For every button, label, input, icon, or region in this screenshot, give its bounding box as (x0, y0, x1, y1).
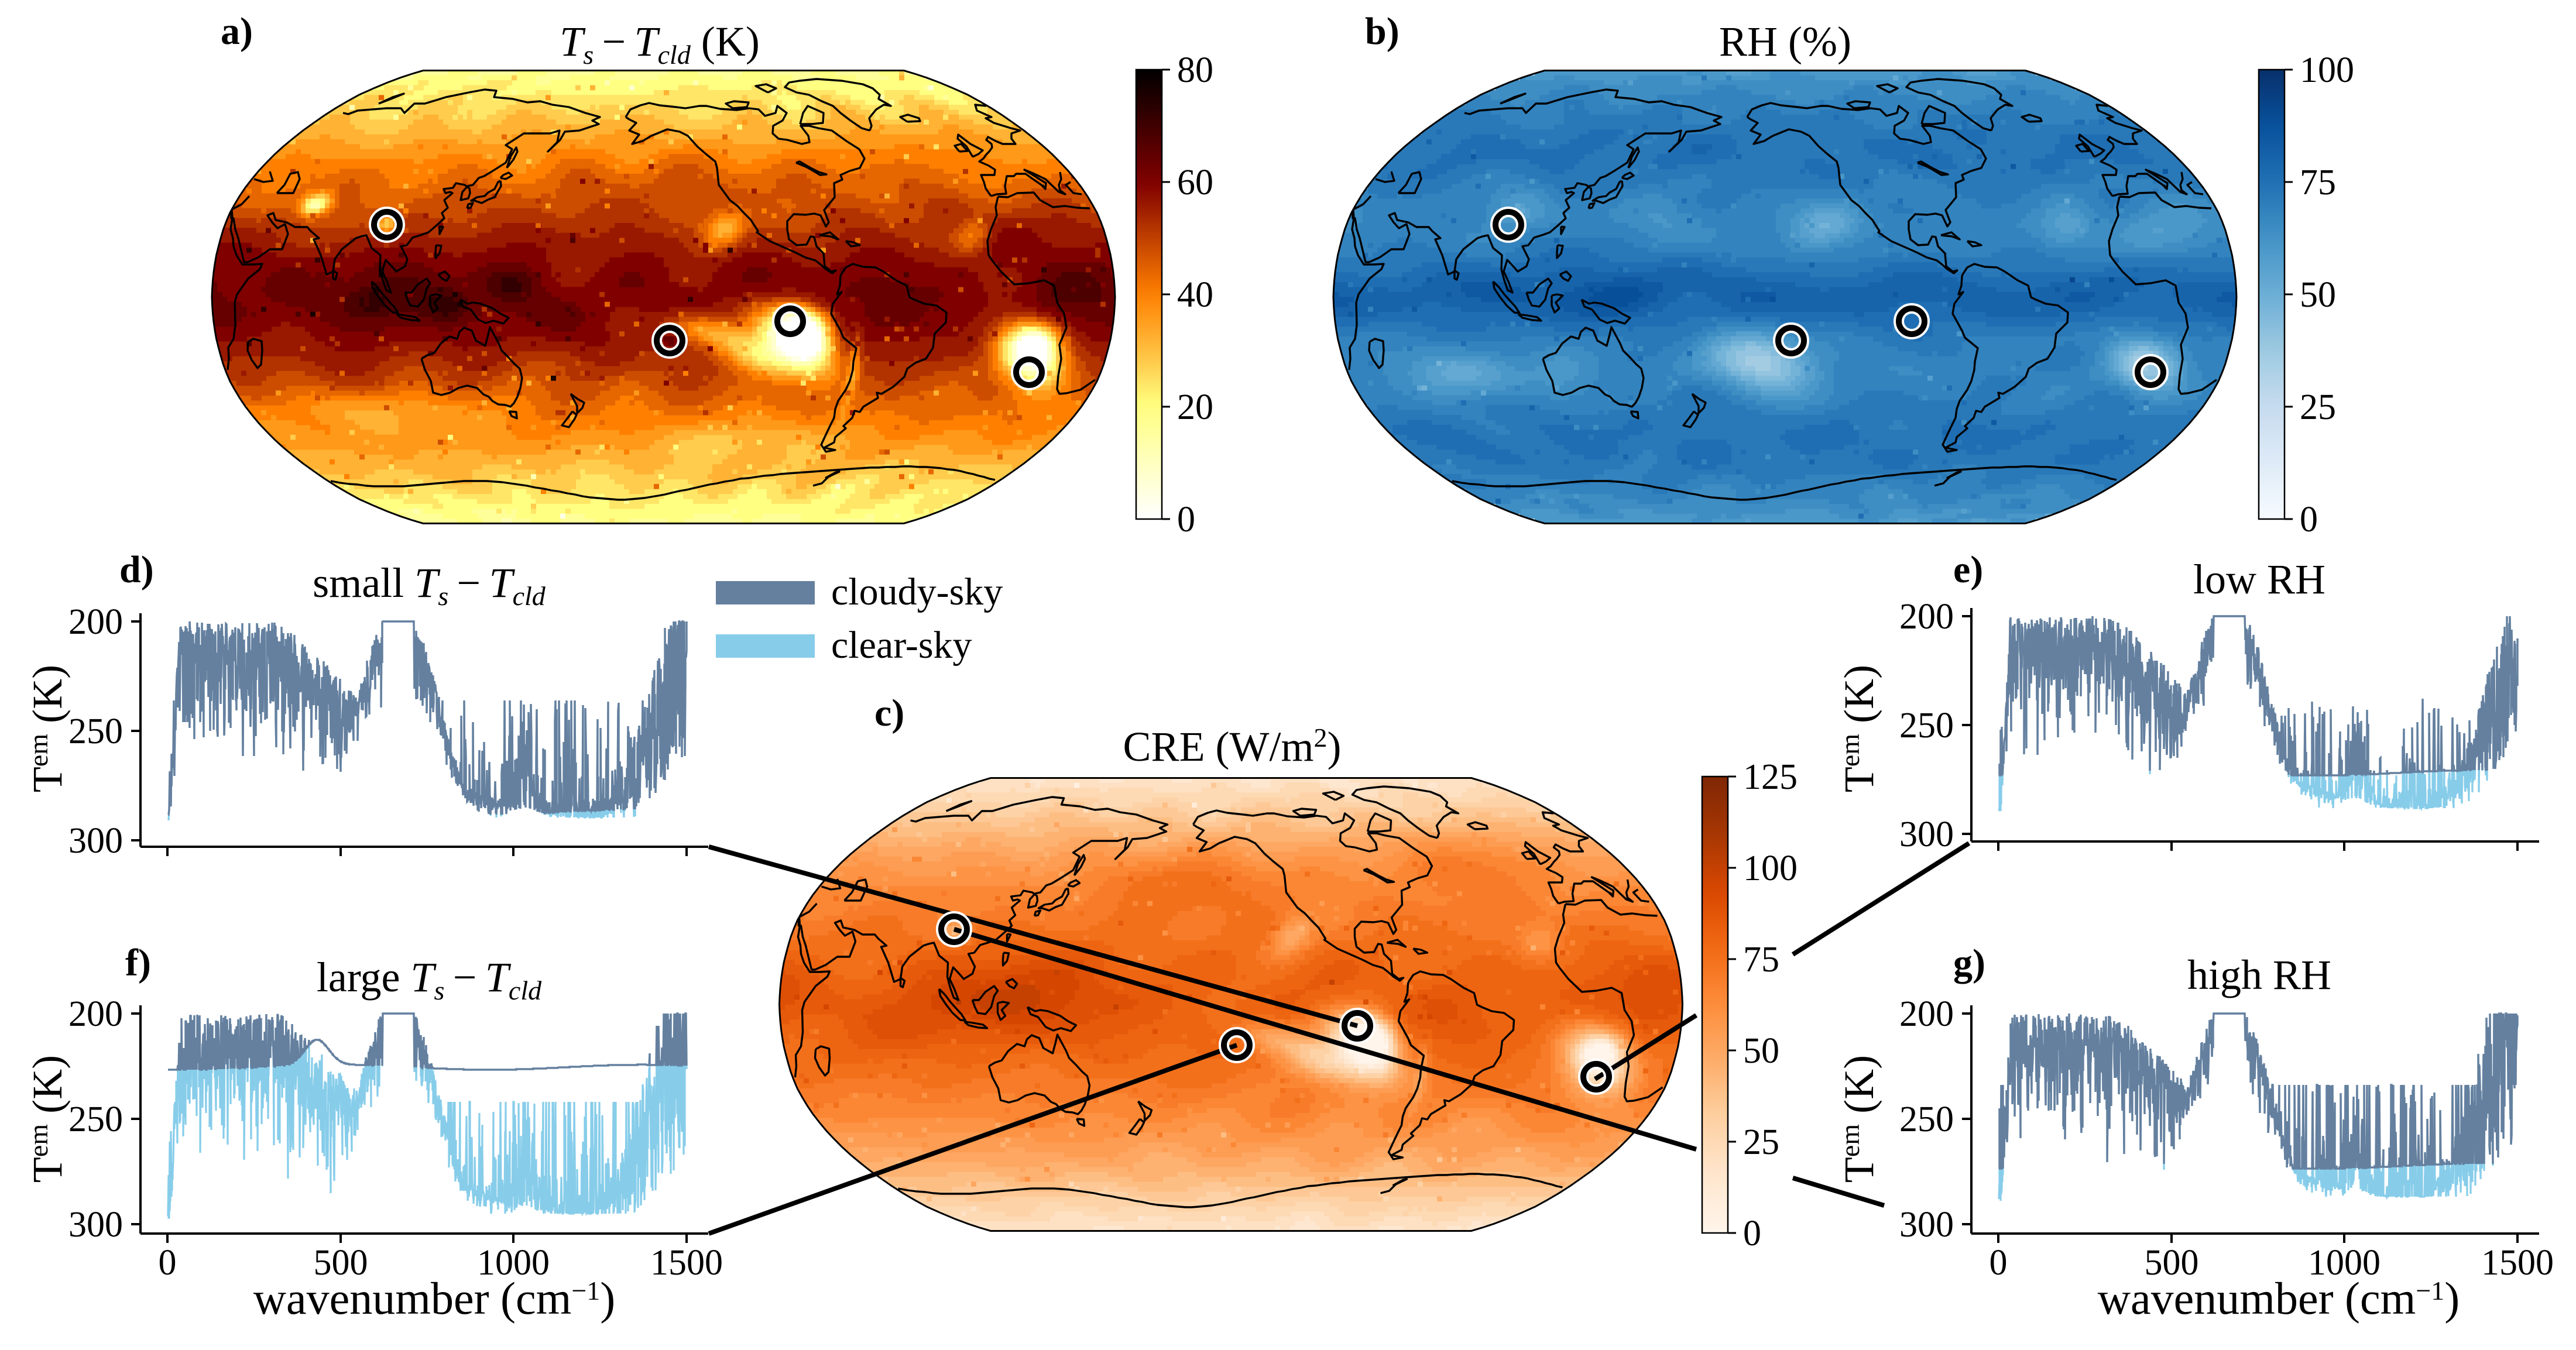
svg-text:250: 250 (68, 712, 123, 751)
svg-text:f): f) (125, 942, 151, 984)
svg-text:100: 100 (1743, 849, 1798, 888)
svg-text:a): a) (221, 10, 253, 53)
svg-text:low RH: low RH (2193, 556, 2325, 603)
svg-text:large Ts − Tcld: large Ts − Tcld (317, 954, 542, 1005)
svg-text:0: 0 (1177, 500, 1195, 540)
svg-text:20: 20 (1177, 387, 1213, 427)
svg-text:250: 250 (1899, 706, 1954, 746)
svg-text:25: 25 (1743, 1122, 1779, 1162)
svg-text:250: 250 (1899, 1100, 1954, 1139)
svg-text:300: 300 (68, 1205, 123, 1245)
svg-text:CRE (W/m2): CRE (W/m2) (1123, 723, 1342, 770)
svg-text:Tem (K): Tem (K) (23, 1055, 71, 1183)
svg-text:clear-sky: clear-sky (831, 624, 972, 667)
svg-text:Tem (K): Tem (K) (23, 665, 71, 792)
svg-text:RH (%): RH (%) (1719, 18, 1851, 65)
svg-text:0: 0 (1743, 1214, 1761, 1253)
svg-text:1000: 1000 (2308, 1243, 2381, 1283)
svg-text:300: 300 (1899, 815, 1954, 854)
svg-text:500: 500 (2145, 1243, 2199, 1283)
svg-text:300: 300 (1899, 1205, 1954, 1245)
svg-text:0: 0 (159, 1243, 177, 1283)
svg-text:200: 200 (1899, 597, 1954, 637)
svg-text:Ts − Tcld (K): Ts − Tcld (K) (560, 18, 760, 70)
svg-text:cloudy-sky: cloudy-sky (831, 571, 1003, 613)
svg-text:40: 40 (1177, 275, 1213, 315)
svg-text:50: 50 (2300, 275, 2336, 315)
svg-text:50: 50 (1743, 1031, 1779, 1071)
svg-text:e): e) (1953, 548, 1983, 591)
svg-text:small Ts − Tcld: small Ts − Tcld (313, 559, 546, 611)
svg-text:80: 80 (1177, 50, 1213, 90)
svg-text:25: 25 (2300, 387, 2336, 427)
svg-text:1500: 1500 (2481, 1243, 2554, 1283)
svg-text:75: 75 (1743, 940, 1779, 980)
svg-text:300: 300 (68, 821, 123, 861)
svg-text:c): c) (874, 692, 904, 734)
svg-text:1000: 1000 (477, 1243, 550, 1283)
svg-text:100: 100 (2300, 50, 2354, 90)
svg-text:60: 60 (1177, 163, 1213, 202)
svg-text:250: 250 (68, 1100, 123, 1139)
svg-text:0: 0 (2300, 500, 2318, 540)
svg-text:Tem (K): Tem (K) (1835, 665, 1882, 792)
svg-text:200: 200 (68, 602, 123, 642)
svg-text:200: 200 (1899, 994, 1954, 1034)
svg-text:1500: 1500 (650, 1243, 723, 1283)
svg-text:wavenumber (cm−1): wavenumber (cm−1) (2098, 1273, 2460, 1324)
svg-text:g): g) (1953, 942, 1985, 984)
svg-text:high RH: high RH (2187, 951, 2331, 998)
svg-text:125: 125 (1743, 757, 1798, 797)
svg-text:75: 75 (2300, 163, 2336, 202)
svg-text:Tem (K): Tem (K) (1835, 1055, 1882, 1183)
svg-text:0: 0 (1990, 1243, 2008, 1283)
svg-text:b): b) (1365, 10, 1400, 53)
svg-text:d): d) (119, 548, 154, 591)
svg-text:500: 500 (314, 1243, 368, 1283)
svg-text:wavenumber (cm−1): wavenumber (cm−1) (253, 1273, 616, 1324)
svg-text:200: 200 (68, 994, 123, 1034)
